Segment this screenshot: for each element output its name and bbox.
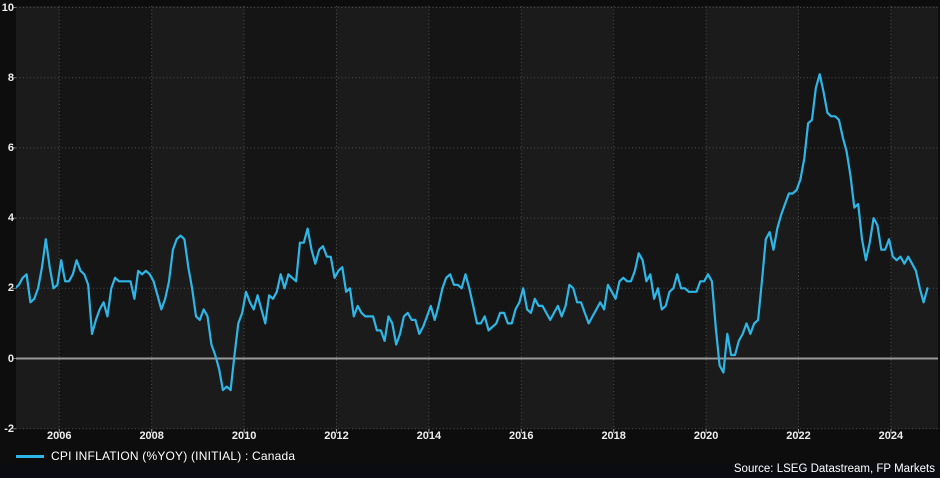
background-band (16, 6, 60, 429)
x-axis-label: 2024 (878, 430, 904, 442)
background-band (244, 6, 337, 429)
x-axis-label: 2006 (47, 430, 72, 442)
background-band (151, 6, 245, 429)
x-axis-label: 2016 (509, 430, 534, 442)
background-band (59, 6, 152, 429)
legend-label: CPI INFLATION (%YOY) (INITIAL) : Canada (51, 449, 296, 463)
background-band (613, 6, 707, 429)
y-axis-label: 4 (7, 212, 14, 225)
y-axis-label: 6 (7, 141, 14, 154)
legend-line-swatch (16, 454, 44, 458)
x-axis-label: 2020 (693, 430, 719, 442)
background-band (521, 6, 614, 429)
source-text: Source: LSEG Datastream, FP Markets (733, 463, 935, 475)
background-band (336, 6, 429, 429)
x-axis-label: 2010 (231, 430, 257, 442)
y-axis-label: -2 (4, 422, 14, 435)
y-axis-label: 10 (1, 1, 14, 14)
background-band (428, 6, 522, 429)
x-axis-label: 2012 (324, 430, 349, 442)
background-band (890, 6, 938, 429)
cpi-inflation-line (16, 73, 929, 392)
x-axis-label: 2022 (786, 430, 811, 442)
x-axis-label: 2008 (139, 430, 164, 442)
x-axis-label: 2018 (601, 430, 626, 442)
y-axis-label: 0 (7, 352, 14, 365)
legend: CPI INFLATION (%YOY) (INITIAL) : Canada (16, 448, 295, 464)
y-axis-label: 8 (7, 71, 14, 84)
footer-bar: Source: LSEG Datastream, FP Markets (0, 463, 940, 478)
y-axis-label: 2 (7, 282, 14, 295)
x-axis-label: 2014 (416, 430, 442, 442)
background-band (798, 6, 891, 429)
